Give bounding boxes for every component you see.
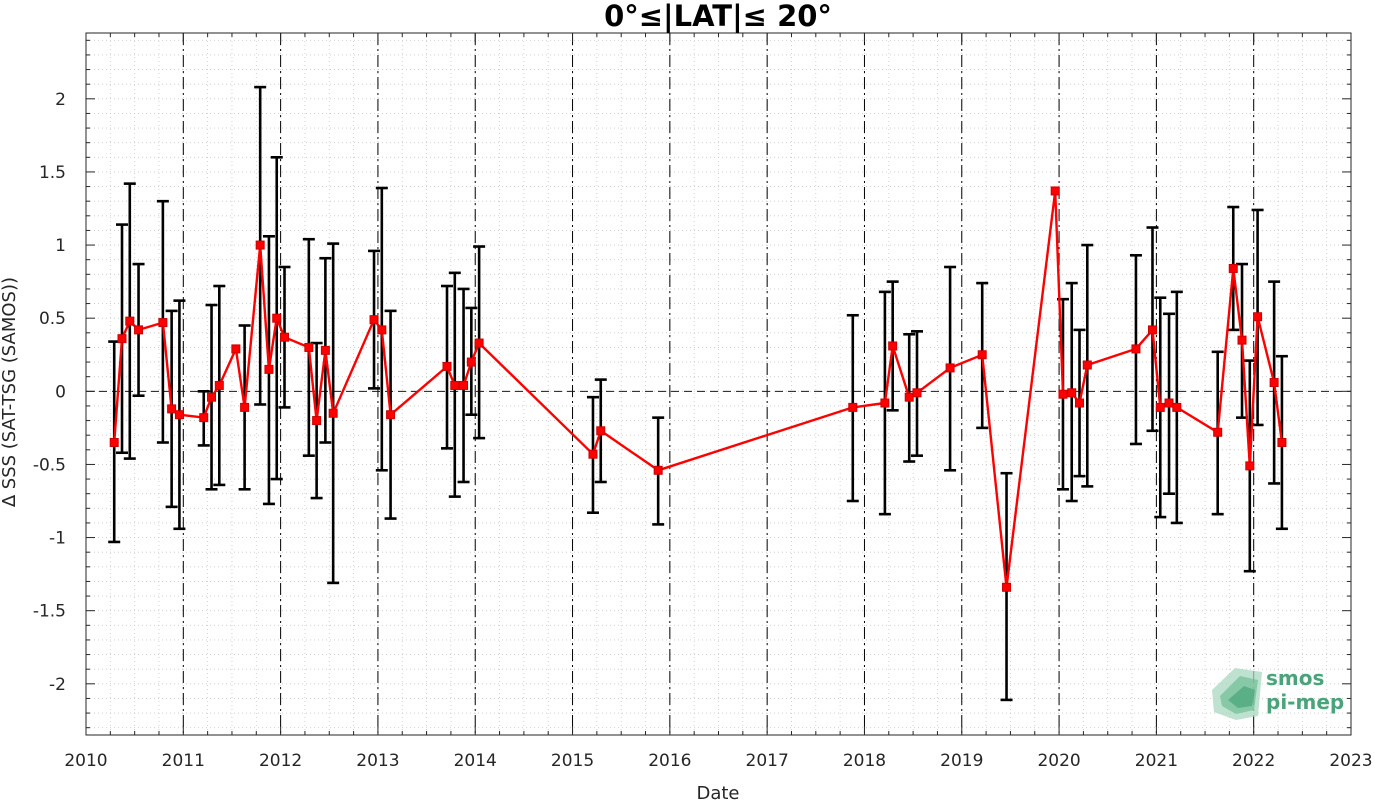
x-tick-labels: 2010 2011 2012 2013 2014 2015 2016 2017 2018 2019… <box>64 751 1372 771</box>
y-tick-label: -2 <box>49 675 66 695</box>
data-point-marker <box>214 380 224 390</box>
x-tick-label: 2012 <box>259 751 302 771</box>
y-tick-label: -1 <box>49 529 66 549</box>
smos-pi-mep-logo: smos pi-mep <box>1212 666 1344 720</box>
x-tick-label: 2019 <box>940 751 983 771</box>
data-point-marker <box>304 342 314 352</box>
data-point-marker <box>1277 438 1287 447</box>
y-tick-labels: 2 1.5 1 0.5 0 -0.5 -1 -1.5 -2 <box>33 90 66 695</box>
data-point-marker <box>1147 325 1157 335</box>
data-point-marker <box>888 341 898 351</box>
x-tick-label: 2011 <box>162 751 205 771</box>
data-point-marker <box>312 416 322 426</box>
y-axis-label: ∆ SSS (SAT-TSG (SAMOS)) <box>0 277 20 508</box>
series-line <box>113 189 1284 589</box>
data-point-marker <box>1253 312 1263 322</box>
y-tick-label: 0 <box>55 382 66 402</box>
x-tick-label: 2022 <box>1232 751 1275 771</box>
data-point-marker <box>1075 398 1085 408</box>
x-tick-label: 2020 <box>1037 751 1080 771</box>
x-tick-label: 2010 <box>64 751 107 771</box>
data-point-marker <box>264 364 274 374</box>
data-point-marker <box>904 392 914 402</box>
axes-layer <box>85 32 1352 736</box>
data-point-marker <box>117 334 127 344</box>
data-point-marker <box>1228 263 1238 273</box>
chart-title: 0°≤|LAT|≤ 20° <box>604 0 832 33</box>
x-tick-label: 2018 <box>843 751 886 771</box>
data-point-marker <box>596 426 606 436</box>
data-point-marker <box>109 438 119 447</box>
x-tick-label: 2016 <box>648 751 691 771</box>
y-tick-label: 0.5 <box>39 309 66 329</box>
data-point-marker <box>1058 389 1068 399</box>
x-tick-label: 2015 <box>551 751 594 771</box>
data-point-marker <box>466 357 476 367</box>
x-tick-label: 2014 <box>454 751 497 771</box>
data-point-marker <box>125 316 135 326</box>
data-point-marker <box>199 413 209 423</box>
data-point-marker <box>474 338 484 348</box>
x-tick-label: 2021 <box>1135 751 1178 771</box>
data-point-marker <box>134 325 144 335</box>
data-point-marker <box>1002 582 1012 592</box>
data-point-marker <box>588 449 598 459</box>
data-point-marker <box>1269 378 1279 388</box>
data-point-marker <box>1050 186 1060 196</box>
data-point-marker <box>240 402 250 412</box>
y-tick-label: 2 <box>55 90 66 110</box>
data-point-marker <box>174 410 184 420</box>
data-point-marker <box>377 325 387 335</box>
data-point-marker <box>653 465 663 475</box>
data-point-marker <box>880 398 890 408</box>
data-point-marker <box>848 402 858 412</box>
data-point-marker <box>207 392 217 402</box>
x-tick-label: 2017 <box>746 751 789 771</box>
data-point-marker <box>231 344 241 354</box>
x-axis-label: Date <box>696 783 739 801</box>
x-tick-label: 2013 <box>356 751 399 771</box>
data-point-marker <box>1155 402 1165 412</box>
logo-line2: pi-mep <box>1266 690 1344 714</box>
data-point-marker <box>1131 344 1141 354</box>
data-point-marker <box>1067 388 1077 398</box>
data-point-marker <box>328 408 338 418</box>
x-tick-label: 2023 <box>1329 751 1372 771</box>
data-point-marker <box>1237 335 1247 345</box>
data-point-marker <box>1082 360 1092 370</box>
data-point-marker <box>369 315 379 325</box>
data-point-marker <box>386 410 396 420</box>
data-point-marker <box>1172 402 1182 412</box>
data-point-marker <box>158 318 168 328</box>
data-point-marker <box>912 388 922 398</box>
data-point-marker <box>255 240 265 250</box>
data-point-marker <box>945 363 955 373</box>
data-point-marker <box>459 380 469 390</box>
data-point-marker <box>977 350 987 360</box>
data-point-marker <box>280 332 290 342</box>
data-point-marker <box>450 380 460 390</box>
data-point-marker <box>1245 461 1255 471</box>
logo-line1: smos <box>1266 666 1324 690</box>
data-point-marker <box>1213 427 1223 437</box>
data-point-marker <box>272 313 282 323</box>
y-tick-label: -1.5 <box>33 602 66 622</box>
y-tick-label: -0.5 <box>33 455 66 475</box>
y-tick-label: 1.5 <box>39 163 66 183</box>
series-layer <box>109 186 1287 592</box>
year-divider-layer <box>182 33 1255 735</box>
data-point-marker <box>442 361 452 371</box>
data-point-marker <box>320 345 330 355</box>
logo-mark-icon <box>1212 668 1262 720</box>
data-point-marker <box>167 404 177 414</box>
y-tick-label: 1 <box>55 236 66 256</box>
data-point-marker <box>1164 398 1174 408</box>
